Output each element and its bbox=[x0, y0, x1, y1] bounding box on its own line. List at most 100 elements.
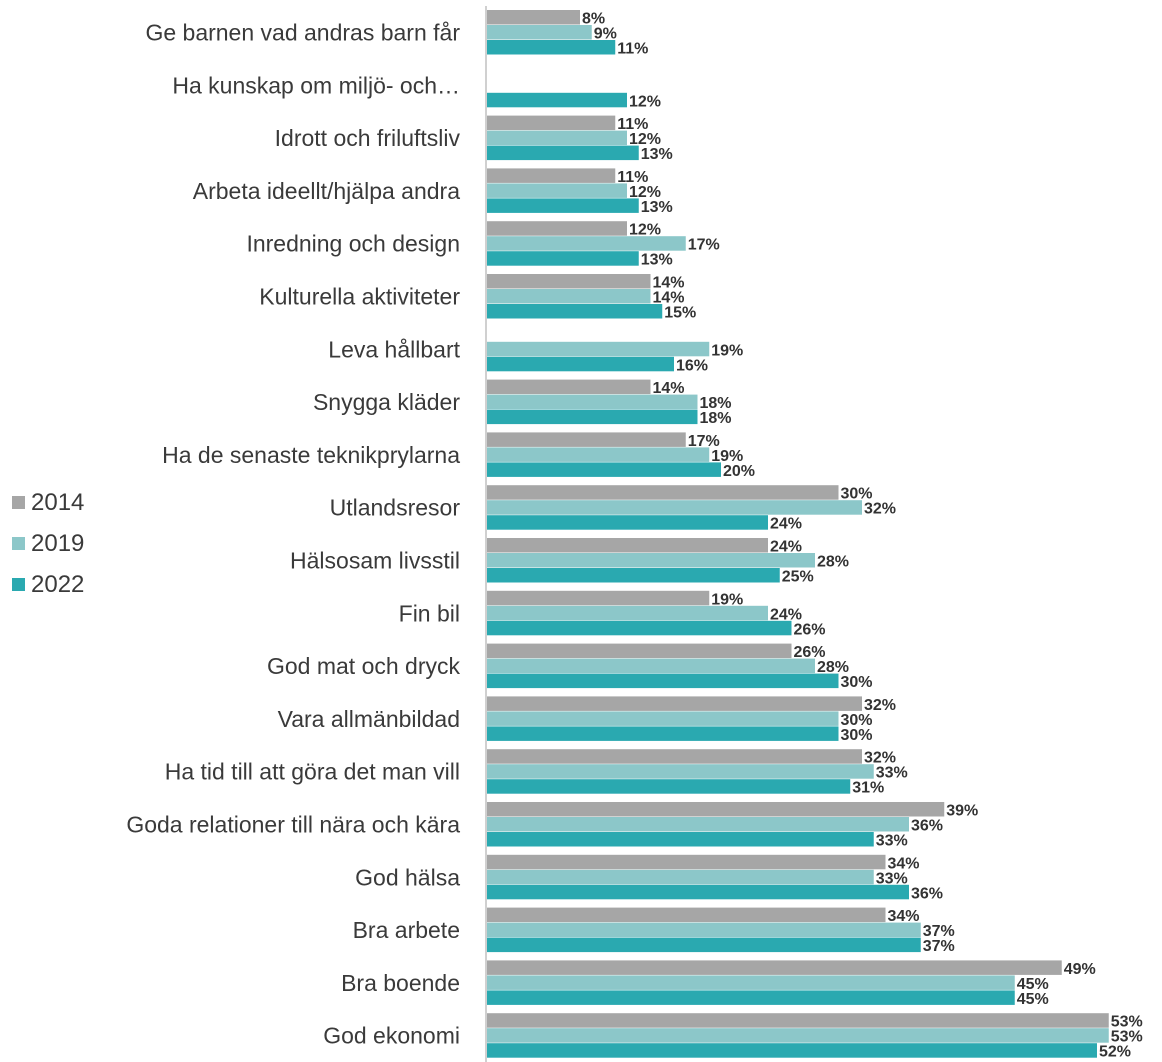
bar-2022-ge-barnen-vad-andras-barn-får bbox=[486, 40, 616, 55]
data-label-2014: 49% bbox=[1064, 961, 1096, 978]
bar-2022-god-mat-och-dryck bbox=[486, 673, 839, 689]
data-label-2014: 34% bbox=[888, 908, 920, 925]
bar-2014-goda-relationer-till-nära-och-kära bbox=[486, 802, 945, 817]
data-label-2022: 25% bbox=[782, 569, 814, 586]
bar-2019-god-ekonomi bbox=[486, 1028, 1109, 1043]
legend: 2014 2019 2022 bbox=[12, 482, 84, 605]
data-label-2022: 30% bbox=[841, 674, 873, 691]
bar-2022-kulturella-aktiviteter bbox=[486, 304, 663, 319]
data-label-2019: 19% bbox=[711, 342, 743, 359]
bar-2019-idrott-och-friluftsliv bbox=[486, 130, 627, 146]
bar-2019-hälsosam-livsstil bbox=[486, 553, 815, 568]
bar-2014-bra-boende bbox=[486, 960, 1062, 975]
data-label-2014: 24% bbox=[770, 539, 802, 556]
category-label: Ge barnen vad andras barn får bbox=[145, 20, 460, 46]
bar-2019-bra-boende bbox=[486, 975, 1015, 990]
data-label-2022: 13% bbox=[641, 199, 673, 216]
data-label-2022: 20% bbox=[723, 463, 755, 480]
data-label-2014: 32% bbox=[864, 697, 896, 714]
data-label-2019: 53% bbox=[1111, 1029, 1143, 1046]
category-label: Bra arbete bbox=[353, 917, 460, 943]
bar-2022-arbeta-ideellt-hjälpa-andra bbox=[486, 198, 639, 213]
category-label: Ha tid till att göra det man vill bbox=[165, 759, 460, 785]
category-label: Goda relationer till nära och kära bbox=[126, 812, 460, 838]
bar-2022-bra-boende bbox=[486, 990, 1015, 1005]
category-label: Fin bil bbox=[399, 600, 460, 626]
data-label-2014: 17% bbox=[688, 433, 720, 450]
bar-2019-snygga-kläder bbox=[486, 394, 698, 410]
data-label-2022: 13% bbox=[641, 252, 673, 269]
data-label-2014: 30% bbox=[841, 486, 873, 503]
legend-label-2014: 2014 bbox=[31, 488, 85, 516]
data-label-2019: 12% bbox=[629, 184, 661, 201]
bar-2014-snygga-kläder bbox=[486, 379, 651, 395]
category-label: Vara allmänbildad bbox=[278, 706, 460, 732]
data-label-2019: 33% bbox=[876, 870, 908, 887]
legend-item-2014: 2014 bbox=[12, 482, 84, 523]
category-label: Arbeta ideellt/hjälpa andra bbox=[193, 178, 460, 204]
bars-layer bbox=[486, 10, 1109, 1058]
bar-2019-goda-relationer-till-nära-och-kära bbox=[486, 817, 909, 832]
data-label-2022: 12% bbox=[629, 93, 661, 110]
data-label-2022: 31% bbox=[852, 780, 884, 797]
category-label: Bra boende bbox=[341, 970, 460, 996]
bar-2014-hälsosam-livsstil bbox=[486, 538, 768, 553]
data-label-2014: 19% bbox=[711, 591, 743, 608]
data-label-2019: 12% bbox=[629, 131, 661, 148]
data-label-2014: 11% bbox=[617, 169, 648, 186]
data-label-2014: 12% bbox=[629, 222, 661, 239]
category-label: God mat och dryck bbox=[267, 653, 461, 679]
bar-2019-god-hälsa bbox=[486, 869, 874, 885]
data-label-2014: 26% bbox=[794, 644, 826, 661]
data-label-2019: 37% bbox=[923, 923, 955, 940]
data-label-2019: 19% bbox=[711, 448, 743, 465]
bar-2022-hälsosam-livsstil bbox=[486, 568, 780, 583]
data-label-2022: 30% bbox=[841, 727, 873, 744]
data-label-2019: 45% bbox=[1017, 976, 1049, 993]
bar-2019-kulturella-aktiviteter bbox=[486, 289, 651, 304]
bar-2019-god-mat-och-dryck bbox=[486, 658, 815, 674]
bar-2014-kulturella-aktiviteter bbox=[486, 274, 651, 289]
data-label-2019: 33% bbox=[876, 765, 908, 782]
category-label: Utlandsresor bbox=[330, 495, 461, 521]
bar-2022-ha-de-senaste-teknikprylarna bbox=[486, 462, 721, 477]
data-label-2019: 36% bbox=[911, 818, 943, 835]
data-label-2014: 34% bbox=[888, 855, 920, 872]
bar-2014-fin-bil bbox=[486, 590, 710, 606]
bar-2014-ge-barnen-vad-andras-barn-får bbox=[486, 10, 580, 25]
bar-2014-god-ekonomi bbox=[486, 1013, 1109, 1028]
bar-2022-leva-hållbart bbox=[486, 356, 674, 372]
legend-item-2022: 2022 bbox=[12, 564, 84, 605]
bar-2014-vara-allmänbildad bbox=[486, 696, 862, 711]
data-label-2022: 15% bbox=[664, 305, 696, 322]
category-label: Kulturella aktiviteter bbox=[259, 284, 460, 310]
data-label-2019: 18% bbox=[700, 395, 732, 412]
bar-2022-snygga-kläder bbox=[486, 409, 698, 425]
bar-2019-inredning-och-design bbox=[486, 236, 686, 251]
data-label-2022: 52% bbox=[1099, 1044, 1131, 1061]
legend-item-2019: 2019 bbox=[12, 523, 84, 564]
data-label-2014: 8% bbox=[582, 11, 605, 28]
bar-2014-arbeta-ideellt-hjälpa-andra bbox=[486, 168, 616, 183]
category-label: God ekonomi bbox=[323, 1023, 460, 1049]
bar-2014-ha-de-senaste-teknikprylarna bbox=[486, 432, 686, 447]
bar-2019-ge-barnen-vad-andras-barn-får bbox=[486, 25, 592, 40]
legend-label-2019: 2019 bbox=[31, 529, 85, 557]
legend-swatch-2022 bbox=[12, 578, 25, 591]
category-label: Ha de senaste teknikprylarna bbox=[162, 442, 460, 468]
data-label-2019: 30% bbox=[841, 712, 873, 729]
bar-2014-idrott-och-friluftsliv bbox=[486, 115, 616, 131]
bar-2022-inredning-och-design bbox=[486, 251, 639, 266]
data-label-2019: 9% bbox=[594, 26, 617, 43]
bar-2022-idrott-och-friluftsliv bbox=[486, 145, 639, 161]
category-label: Idrott och friluftsliv bbox=[275, 125, 461, 151]
data-label-2022: 33% bbox=[876, 833, 908, 850]
data-label-2014: 53% bbox=[1111, 1014, 1143, 1031]
data-label-2022: 11% bbox=[617, 41, 648, 58]
category-label: Hälsosam livsstil bbox=[290, 548, 460, 574]
bar-2022-bra-arbete bbox=[486, 937, 921, 953]
legend-swatch-2019 bbox=[12, 537, 25, 550]
bar-2014-god-mat-och-dryck bbox=[486, 643, 792, 659]
